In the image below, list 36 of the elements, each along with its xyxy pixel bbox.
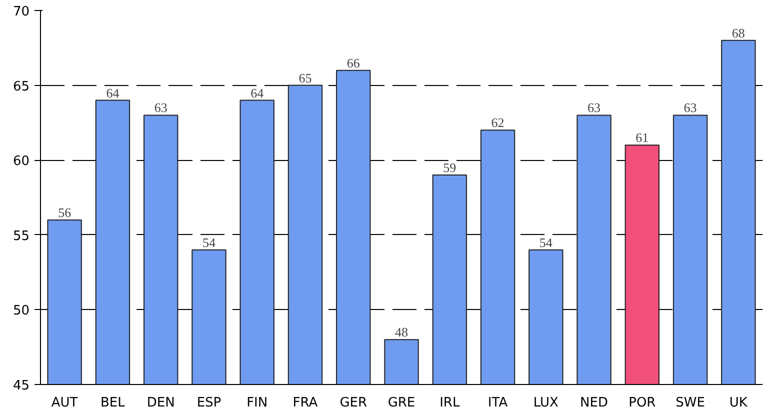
data-label: 54 — [539, 234, 553, 250]
data-label: 68 — [732, 25, 745, 40]
x-tick-label: GER — [340, 396, 368, 410]
x-tick-label: BEL — [100, 396, 126, 410]
x-tick-label: DEN — [146, 396, 175, 410]
y-tick-label: 65 — [12, 79, 30, 94]
y-tick-label: 70 — [12, 4, 30, 20]
x-tick-label: AUT — [51, 396, 78, 410]
y-tick-label: 60 — [12, 154, 30, 170]
x-tick-label: ITA — [488, 396, 508, 410]
data-label: 54 — [202, 234, 216, 250]
data-label: 48 — [395, 324, 408, 340]
data-label: 63 — [154, 100, 168, 116]
data-label: 63 — [588, 100, 601, 116]
data-label: 64 — [106, 85, 120, 100]
data-label: 59 — [443, 160, 456, 176]
x-tick-label: LUX — [533, 396, 558, 410]
y-tick-label: 50 — [12, 304, 30, 319]
y-tick-label: 45 — [12, 378, 30, 394]
x-tick-label: FRA — [292, 396, 318, 410]
x-tick-label: POR — [628, 396, 656, 410]
x-tick-label: SWE — [676, 396, 705, 410]
data-label: 66 — [346, 55, 360, 70]
y-tick-label: 55 — [12, 228, 30, 244]
x-tick-label: ESP — [196, 396, 222, 410]
data-label: 65 — [298, 70, 312, 86]
x-tick-label: UK — [729, 396, 748, 410]
data-label: 61 — [636, 130, 649, 146]
x-tick-label: NED — [580, 396, 608, 410]
data-label: 63 — [684, 100, 697, 116]
data-label: 62 — [491, 115, 504, 130]
data-label: 56 — [58, 204, 72, 220]
x-tick-label: IRL — [440, 396, 460, 410]
x-tick-label: FIN — [246, 396, 268, 410]
x-tick-label: GRE — [388, 396, 416, 410]
data-label: 64 — [250, 85, 264, 100]
